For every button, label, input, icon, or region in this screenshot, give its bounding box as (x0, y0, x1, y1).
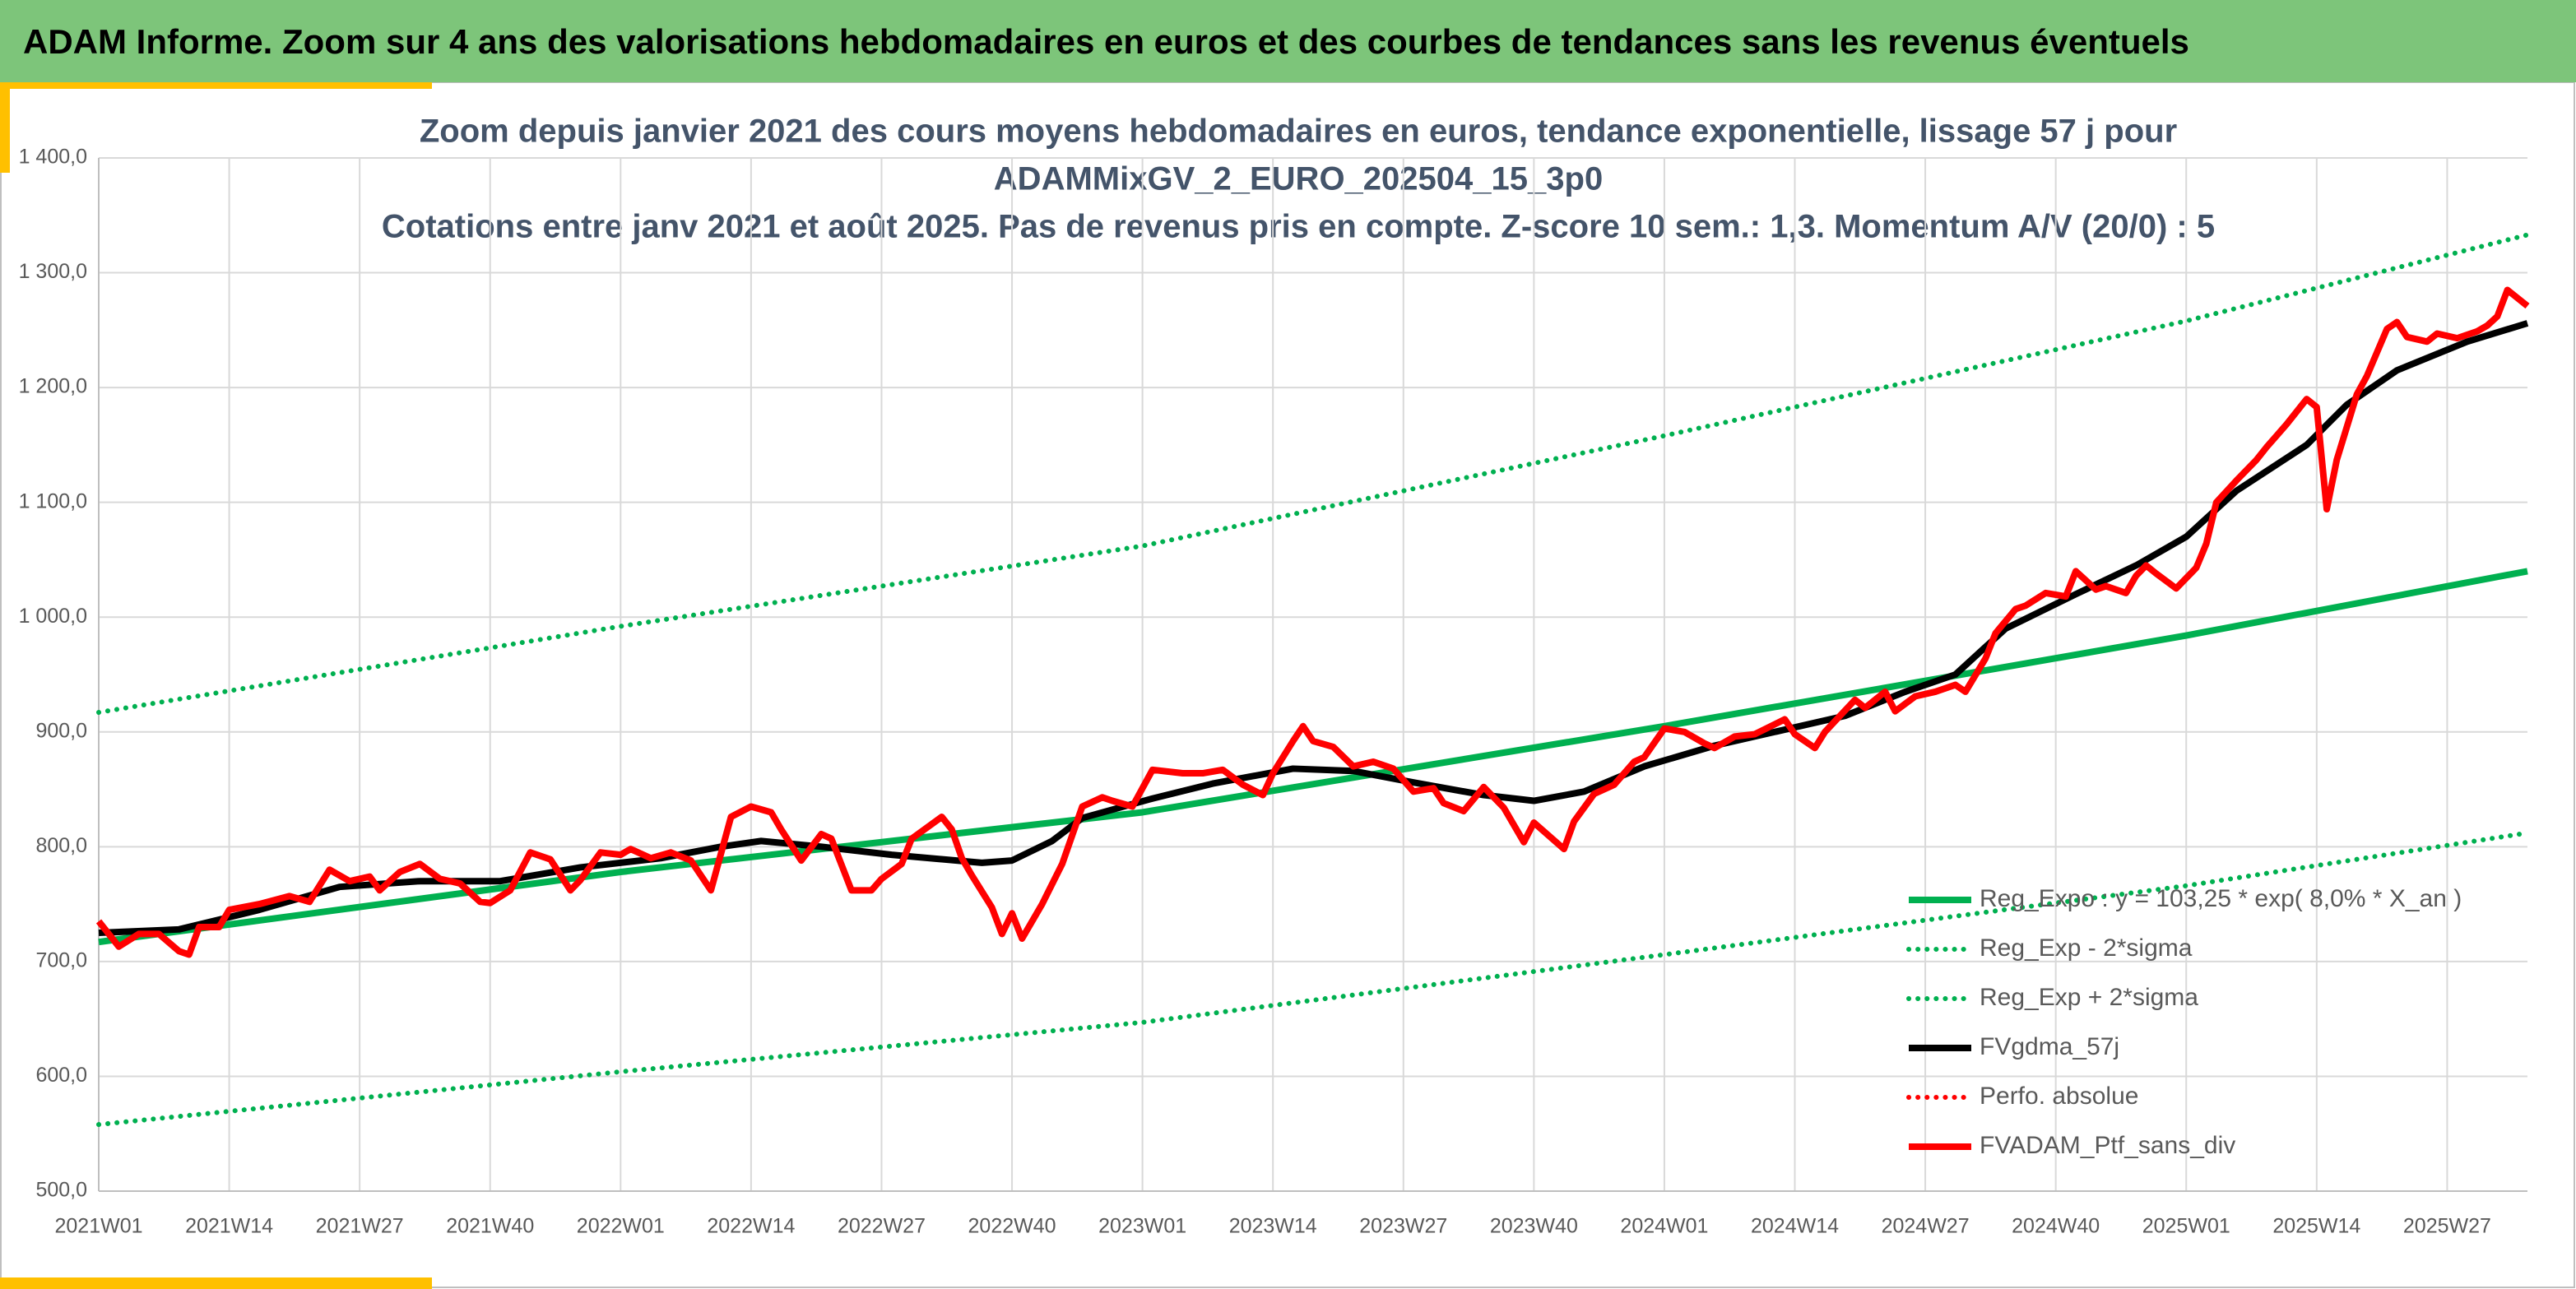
x-tick-label: 2024W01 (1620, 1215, 1708, 1238)
y-tick-label: 1 200,0 (19, 375, 87, 398)
y-tick-label: 800,0 (35, 834, 87, 857)
x-tick-label: 2022W27 (838, 1215, 926, 1238)
y-tick-label: 1 000,0 (19, 605, 87, 628)
x-tick-label: 2024W27 (1882, 1215, 1970, 1238)
y-tick-label: 500,0 (35, 1179, 87, 1202)
legend-label: Reg_Expo : y = 103,25 * exp( 8,0% * X_an… (1980, 885, 2462, 912)
legend: Reg_Expo : y = 103,25 * exp( 8,0% * X_an… (1906, 885, 2462, 1159)
y-tick-label: 900,0 (35, 719, 87, 742)
x-tick-label: 2024W14 (1751, 1215, 1839, 1238)
legend-label: FVgdma_57j (1980, 1033, 2119, 1060)
series-line (98, 320, 2529, 936)
legend-label: Reg_Exp + 2*sigma (1980, 984, 2198, 1011)
x-tick-label: 2025W14 (2272, 1215, 2360, 1238)
chart-title: ADAMMixGV_2_EURO_202504_15_3p0 (994, 161, 1603, 197)
legend-label: FVADAM_Ptf_sans_div (1980, 1132, 2235, 1159)
legend-label: Reg_Exp - 2*sigma (1980, 934, 2193, 962)
grid: 500,0 600,0 700,0 800,0 900,0 1 000,0 1 100,0 1… (19, 146, 2527, 1238)
header-band (0, 0, 2576, 82)
series-line (96, 232, 2530, 716)
x-tick-label: 2025W27 (2403, 1215, 2491, 1238)
corner-accent (0, 82, 10, 173)
x-tick-label: 2025W01 (2142, 1215, 2230, 1238)
x-tick-label: 2023W14 (1229, 1215, 1317, 1238)
x-tick-label: 2023W40 (1490, 1215, 1578, 1238)
series-line (95, 286, 2530, 958)
legend-label: Perfo. absolue (1980, 1083, 2138, 1110)
x-tick-label: 2022W14 (707, 1215, 795, 1238)
plot (95, 232, 2530, 1128)
chart-title: Zoom depuis janvier 2021 des cours moyen… (420, 114, 2177, 150)
corner-accent (0, 1277, 432, 1289)
y-tick-label: 1 100,0 (19, 489, 87, 512)
x-tick-label: 2022W40 (968, 1215, 1056, 1238)
chart-title: Cotations entre janv 2021 et août 2025. … (382, 209, 2215, 245)
y-tick-label: 1 300,0 (19, 260, 87, 283)
series-line (98, 568, 2528, 946)
x-tick-label: 2021W14 (185, 1215, 273, 1238)
series-line (96, 830, 2530, 1128)
x-tick-label: 2021W01 (54, 1215, 142, 1238)
x-tick-label: 2022W01 (577, 1215, 665, 1238)
corner-accent (0, 82, 432, 89)
x-tick-label: 2021W40 (446, 1215, 534, 1238)
y-tick-label: 700,0 (35, 948, 87, 971)
y-tick-label: 600,0 (35, 1064, 87, 1087)
y-tick-label: 1 400,0 (19, 146, 87, 169)
x-tick-label: 2023W01 (1098, 1215, 1186, 1238)
header-title: ADAM Informe. Zoom sur 4 ans des valoris… (23, 22, 2189, 61)
x-tick-label: 2021W27 (316, 1215, 404, 1238)
x-tick-label: 2023W27 (1359, 1215, 1447, 1238)
x-tick-label: 2024W40 (2012, 1215, 2100, 1238)
